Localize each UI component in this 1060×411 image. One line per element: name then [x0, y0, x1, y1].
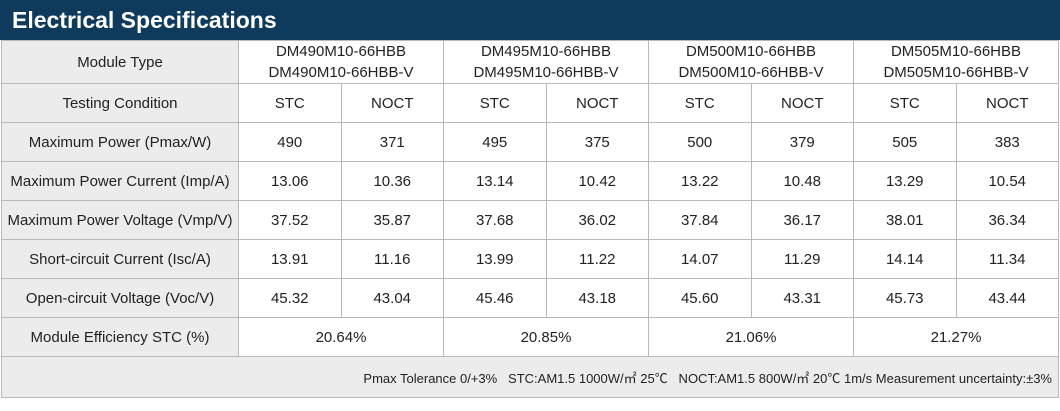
value-cell: 37.84	[648, 200, 752, 240]
condition: STC	[853, 83, 957, 123]
value-cell: 43.44	[955, 278, 1059, 318]
value-cell: 375	[545, 122, 649, 162]
value-cell: 11.22	[545, 239, 649, 279]
value-cell: 495	[443, 122, 547, 162]
value-cell: 490	[238, 122, 342, 162]
condition: STC	[238, 83, 342, 123]
row-label: Open-circuit Voltage (Voc/V)	[1, 278, 239, 318]
value-cell: 13.14	[443, 161, 547, 201]
row: Maximum Power Voltage (Vmp/V) 37.52 35.87 3…	[1, 200, 1059, 240]
value-cell: 500	[648, 122, 752, 162]
value-cell: 379	[750, 122, 854, 162]
row: Testing Condition STC NOCT STC NOCT STC NOCT ST…	[1, 83, 1059, 123]
value-cell: 43.04	[340, 278, 444, 318]
row: Open-circuit Voltage (Voc/V) 45.32 43.04 45…	[1, 278, 1059, 318]
value-cell: 14.07	[648, 239, 752, 279]
value-cell: 10.48	[750, 161, 854, 201]
model-name: DM505M10-66HBB	[890, 43, 1022, 60]
model-name: DM495M10-66HBB-V	[473, 64, 619, 81]
row: Maximum Power (Pmax/W) 490 371 495 375 500 379…	[1, 122, 1059, 162]
value-cell: 383	[955, 122, 1059, 162]
model-cell: DM495M10-66HBB DM495M10-66HBB-V	[443, 40, 649, 84]
value-cell: 45.73	[853, 278, 957, 318]
value-cell: 11.34	[955, 239, 1059, 279]
model-cell: DM505M10-66HBB DM505M10-66HBB-V	[853, 40, 1059, 84]
value-cell: 37.68	[443, 200, 547, 240]
condition: NOCT	[340, 83, 444, 123]
row-label: Testing Condition	[1, 83, 239, 123]
value-cell: 13.22	[648, 161, 752, 201]
value-cell: 35.87	[340, 200, 444, 240]
value-cell: 10.54	[955, 161, 1059, 201]
row-label: Module Type	[1, 40, 239, 84]
value-cell: 20.85%	[443, 317, 649, 357]
row-label: Module Efficiency STC (%)	[1, 317, 239, 357]
value-cell: 38.01	[853, 200, 957, 240]
condition: NOCT	[545, 83, 649, 123]
value-cell: 36.02	[545, 200, 649, 240]
value-cell: 36.17	[750, 200, 854, 240]
condition: STC	[648, 83, 752, 123]
model-cell: DM500M10-66HBB DM500M10-66HBB-V	[648, 40, 854, 84]
value-cell: 11.29	[750, 239, 854, 279]
value-cell: 45.60	[648, 278, 752, 318]
value-cell: 37.52	[238, 200, 342, 240]
model-name: DM490M10-66HBB	[275, 43, 407, 60]
condition: STC	[443, 83, 547, 123]
row-label: Maximum Power (Pmax/W)	[1, 122, 239, 162]
value-cell: 21.27%	[853, 317, 1059, 357]
model-name: DM500M10-66HBB	[685, 43, 817, 60]
row: Module Type DM490M10-66HBB DM490M10-66HBB-…	[1, 40, 1059, 84]
model-name: DM495M10-66HBB	[480, 43, 612, 60]
section-title: Electrical Specifications	[0, 0, 1060, 40]
row: Module Efficiency STC (%) 20.64% 20.85% 21.…	[1, 317, 1059, 357]
row: Pmax Tolerance 0/+3% STC:AM1.5 1000W/㎡ 2…	[1, 356, 1059, 398]
value-cell: 14.14	[853, 239, 957, 279]
value-cell: 13.06	[238, 161, 342, 201]
spec-table: Module Type DM490M10-66HBB DM490M10-66HBB-…	[1, 40, 1059, 398]
model-cell: DM490M10-66HBB DM490M10-66HBB-V	[238, 40, 444, 84]
value-cell: 13.99	[443, 239, 547, 279]
row: Maximum Power Current (Imp/A) 13.06 10.36 1…	[1, 161, 1059, 201]
row: Short-circuit Current (Isc/A) 13.91 11.16 1…	[1, 239, 1059, 279]
value-cell: 13.91	[238, 239, 342, 279]
model-name: DM490M10-66HBB-V	[268, 64, 414, 81]
value-cell: 13.29	[853, 161, 957, 201]
value-cell: 20.64%	[238, 317, 444, 357]
value-cell: 45.32	[238, 278, 342, 318]
row-label: Maximum Power Current (Imp/A)	[1, 161, 239, 201]
value-cell: 10.36	[340, 161, 444, 201]
value-cell: 371	[340, 122, 444, 162]
value-cell: 505	[853, 122, 957, 162]
value-cell: 45.46	[443, 278, 547, 318]
value-cell: 10.42	[545, 161, 649, 201]
row-label: Maximum Power Voltage (Vmp/V)	[1, 200, 239, 240]
row-label: Short-circuit Current (Isc/A)	[1, 239, 239, 279]
value-cell: 43.18	[545, 278, 649, 318]
value-cell: 11.16	[340, 239, 444, 279]
footer-note: Pmax Tolerance 0/+3% STC:AM1.5 1000W/㎡ 2…	[1, 356, 1059, 398]
model-name: DM505M10-66HBB-V	[883, 64, 1029, 81]
condition: NOCT	[955, 83, 1059, 123]
condition: NOCT	[750, 83, 854, 123]
value-cell: 21.06%	[648, 317, 854, 357]
value-cell: 43.31	[750, 278, 854, 318]
value-cell: 36.34	[955, 200, 1059, 240]
model-name: DM500M10-66HBB-V	[678, 64, 824, 81]
